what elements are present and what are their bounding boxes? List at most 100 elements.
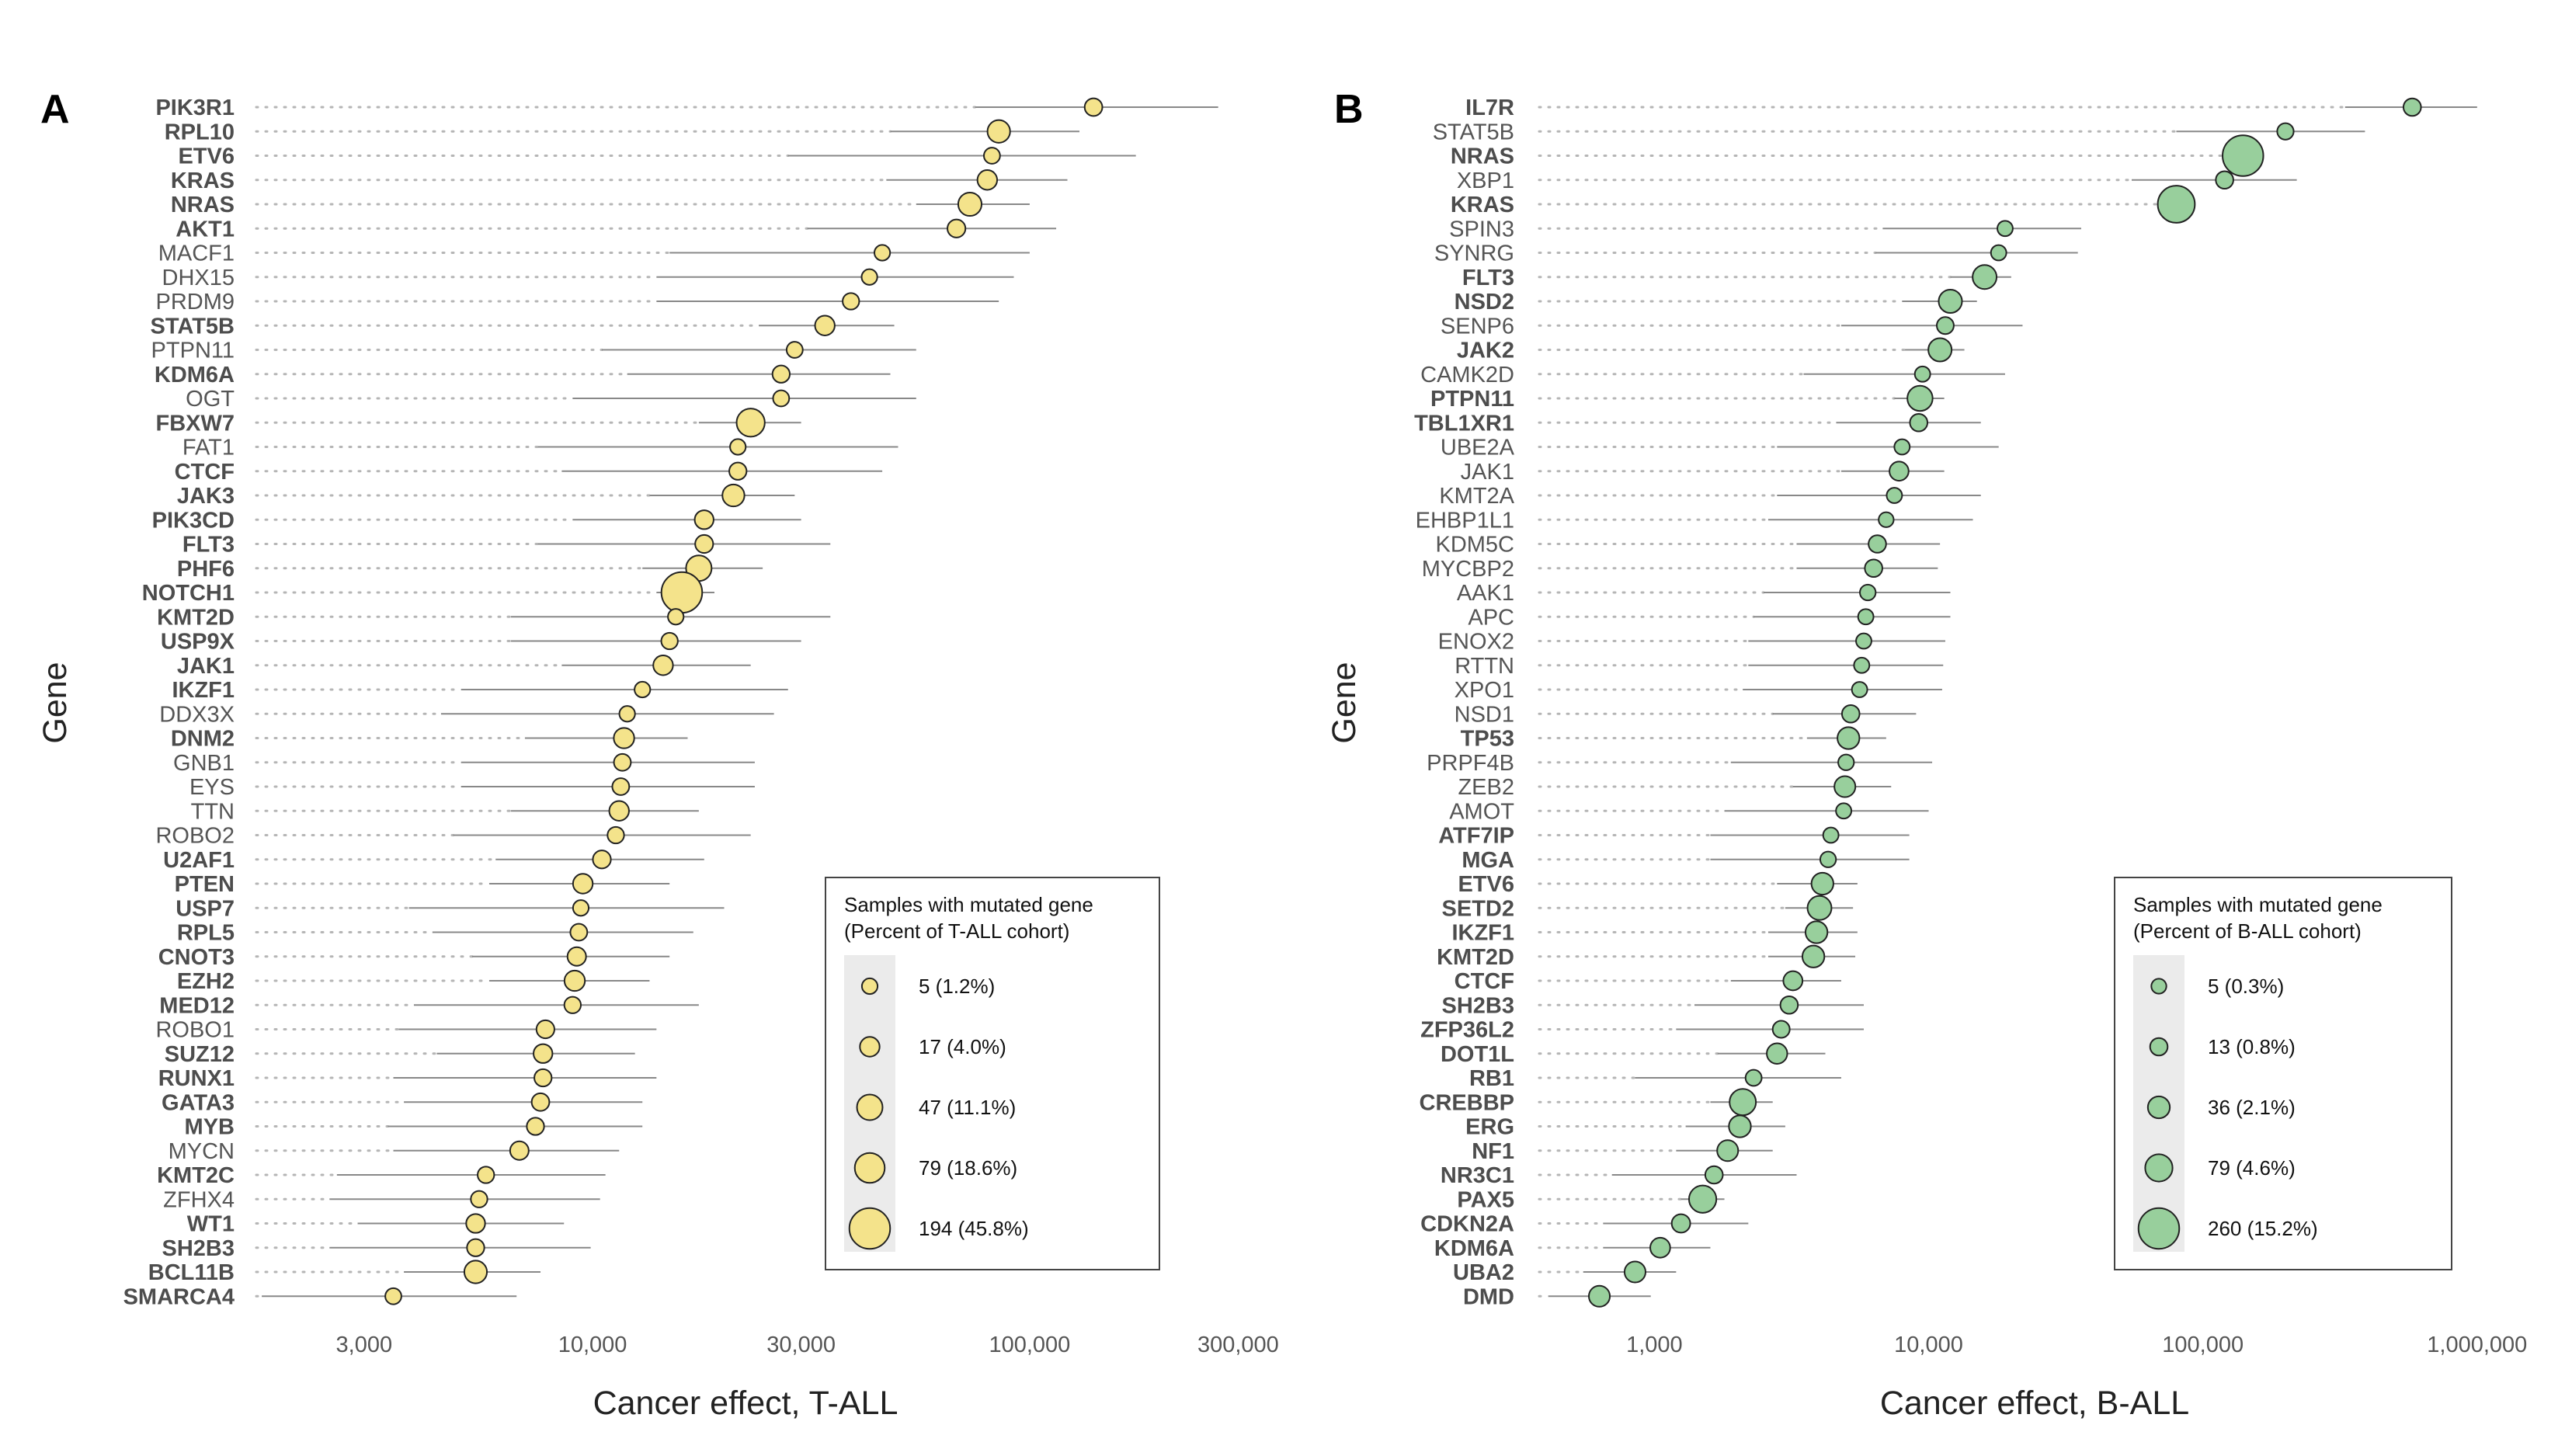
x-tick-label: 1,000,000: [2427, 1333, 2527, 1357]
gene-label: SENP6: [1441, 314, 1514, 339]
gene-label: PHF6: [177, 557, 235, 582]
data-point: [1766, 1042, 1788, 1065]
gene-label: SMARCA4: [123, 1284, 235, 1309]
data-point: [772, 389, 791, 408]
gene-label: NRAS: [1451, 144, 1514, 169]
data-point: [470, 1190, 488, 1208]
data-point: [694, 533, 714, 554]
gene-label: MED12: [159, 993, 235, 1018]
gene-label: TP53: [1461, 727, 1514, 752]
legend-title: (Percent of T-ALL cohort): [844, 919, 1069, 943]
data-point: [533, 1043, 554, 1064]
gene-label: DHX15: [162, 266, 235, 290]
legend-symbol: [2146, 1095, 2171, 1120]
data-point: [1822, 826, 1840, 844]
legend-symbol: [2149, 1037, 2169, 1057]
data-point: [608, 800, 630, 822]
data-point: [1855, 632, 1872, 650]
data-point: [572, 873, 594, 895]
gene-label: KMT2C: [157, 1163, 235, 1188]
gene-label: ZFP36L2: [1420, 1018, 1514, 1043]
data-point: [1840, 704, 1861, 724]
data-point: [1857, 608, 1875, 626]
data-point: [1835, 802, 1853, 820]
data-point: [2402, 97, 2422, 117]
gene-label: SYNRG: [1434, 242, 1514, 266]
data-point: [1886, 487, 1903, 504]
gene-label: RTTN: [1455, 654, 1514, 679]
gene-label: SH2B3: [162, 1236, 235, 1261]
data-point: [466, 1238, 485, 1257]
legend-label: 13 (0.8%): [2208, 1035, 2296, 1058]
gene-label: STAT5B: [151, 314, 235, 339]
gene-label: UBE2A: [1441, 436, 1515, 460]
gene-label: RB1: [1469, 1066, 1514, 1091]
gene-label: FBXW7: [156, 411, 235, 436]
legend-title: Samples with mutated gene: [2133, 893, 2383, 916]
data-point: [660, 571, 704, 614]
data-point: [785, 341, 804, 359]
data-point: [2276, 122, 2295, 141]
data-point: [729, 438, 747, 456]
data-point: [1990, 244, 2007, 262]
gene-label: KDM6A: [155, 363, 235, 387]
gene-label: DDX3X: [159, 702, 235, 727]
gene-label: RUNX1: [158, 1066, 235, 1091]
gene-label: KDM5C: [1435, 533, 1514, 558]
data-point: [1837, 753, 1855, 771]
data-point: [1938, 288, 1963, 314]
gene-label: CAMK2D: [1420, 363, 1514, 387]
gene-label: RPL5: [177, 921, 235, 946]
data-point: [1704, 1165, 1724, 1185]
data-point: [2157, 185, 2196, 224]
gene-label: DMD: [1463, 1284, 1514, 1309]
data-point: [1927, 337, 1953, 363]
gene-label: CTCF: [175, 460, 235, 485]
x-tick-label: 10,000: [558, 1333, 627, 1357]
data-point: [660, 631, 679, 651]
legend-symbol: [860, 977, 879, 996]
panel-letter: A: [40, 87, 70, 132]
gene-label: ZEB2: [1458, 775, 1514, 800]
panel-b: B Gene Cancer effect, B-ALL 1,000 10,000 100,…: [1326, 87, 2527, 1422]
data-point: [477, 1166, 495, 1184]
data-point: [1833, 775, 1857, 798]
data-point: [842, 292, 860, 311]
data-point: [465, 1213, 486, 1234]
data-point: [2215, 170, 2234, 190]
gene-label: CREBBP: [1420, 1090, 1514, 1115]
data-point: [592, 850, 612, 870]
gene-label: DOT1L: [1441, 1042, 1514, 1067]
data-point: [1716, 1139, 1740, 1162]
gene-label: IKZF1: [1451, 921, 1514, 946]
gene-label: NRAS: [171, 193, 235, 217]
gene-label: WT1: [187, 1212, 235, 1237]
data-point: [1864, 558, 1883, 579]
gene-label: JAK3: [177, 484, 235, 509]
gene-label: MGA: [1462, 848, 1514, 873]
data-point: [1801, 944, 1826, 968]
data-point: [1859, 583, 1877, 602]
gene-label: UBA2: [1453, 1260, 1514, 1285]
gene-label: CDKN2A: [1420, 1212, 1514, 1237]
data-point: [463, 1260, 488, 1284]
gene-label: TBL1XR1: [1414, 411, 1514, 436]
x-axis-title: Cancer effect, T-ALL: [593, 1385, 898, 1422]
gene-label: AAK1: [1457, 581, 1514, 606]
gene-label: KDM6A: [1434, 1236, 1514, 1261]
data-point: [566, 946, 587, 967]
legend-label: 260 (15.2%): [2208, 1217, 2318, 1240]
gene-label: EHBP1L1: [1416, 508, 1514, 533]
data-point: [814, 314, 836, 336]
gene-label: EYS: [189, 775, 235, 800]
data-point: [563, 969, 586, 992]
panel-a: A Gene Cancer effect, T-ALL 3,000 10,000 30,0…: [36, 87, 1279, 1422]
gene-label: USP9X: [161, 630, 235, 655]
data-point: [569, 923, 589, 942]
legend-label: 47 (11.1%): [919, 1096, 1016, 1119]
data-point: [1810, 871, 1834, 896]
data-point: [667, 608, 685, 626]
data-point: [1851, 681, 1868, 698]
data-point: [1804, 920, 1829, 944]
